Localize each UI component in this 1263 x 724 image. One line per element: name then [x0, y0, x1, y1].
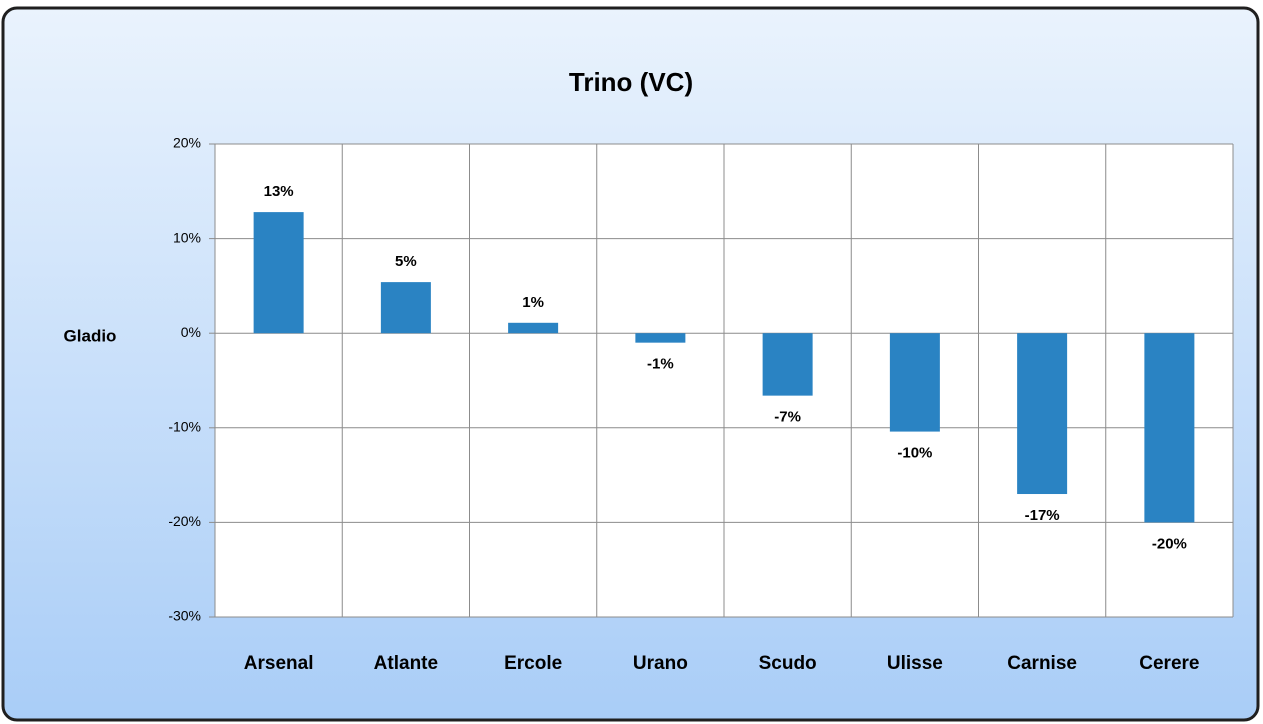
bar — [1144, 333, 1195, 523]
bar — [889, 333, 940, 432]
y-tick-label: 20% — [173, 135, 201, 151]
y-tick-label: -10% — [168, 419, 201, 435]
data-label: 5% — [395, 253, 417, 270]
bar — [762, 333, 813, 396]
x-tick-label: Arsenal — [244, 653, 314, 674]
bar — [1017, 333, 1068, 495]
x-tick-label: Urano — [633, 653, 688, 674]
bar — [508, 322, 559, 334]
data-label: 1% — [522, 294, 544, 311]
chart-title: Trino (VC) — [569, 67, 693, 97]
y-tick-label: 10% — [173, 229, 201, 245]
data-label: -1% — [647, 356, 674, 373]
data-label: -7% — [774, 409, 801, 426]
x-tick-label: Cerere — [1139, 653, 1199, 674]
x-tick-label: Ercole — [504, 653, 562, 674]
y-tick-label: -20% — [168, 513, 201, 529]
x-tick-label: Ulisse — [887, 653, 943, 674]
data-label: -20% — [1152, 535, 1187, 552]
bar — [253, 212, 304, 334]
data-label: -17% — [1025, 507, 1060, 524]
y-tick-label: -30% — [168, 608, 201, 624]
y-tick-label: 0% — [181, 324, 201, 340]
x-tick-label: Scudo — [759, 653, 817, 674]
data-label: -10% — [897, 445, 932, 462]
bar — [635, 333, 686, 343]
x-tick-label: Atlante — [374, 653, 438, 674]
data-label: 13% — [264, 183, 294, 200]
x-tick-label: Carnise — [1007, 653, 1077, 674]
y-axis-label: Gladio — [64, 326, 117, 345]
bar — [380, 282, 431, 334]
